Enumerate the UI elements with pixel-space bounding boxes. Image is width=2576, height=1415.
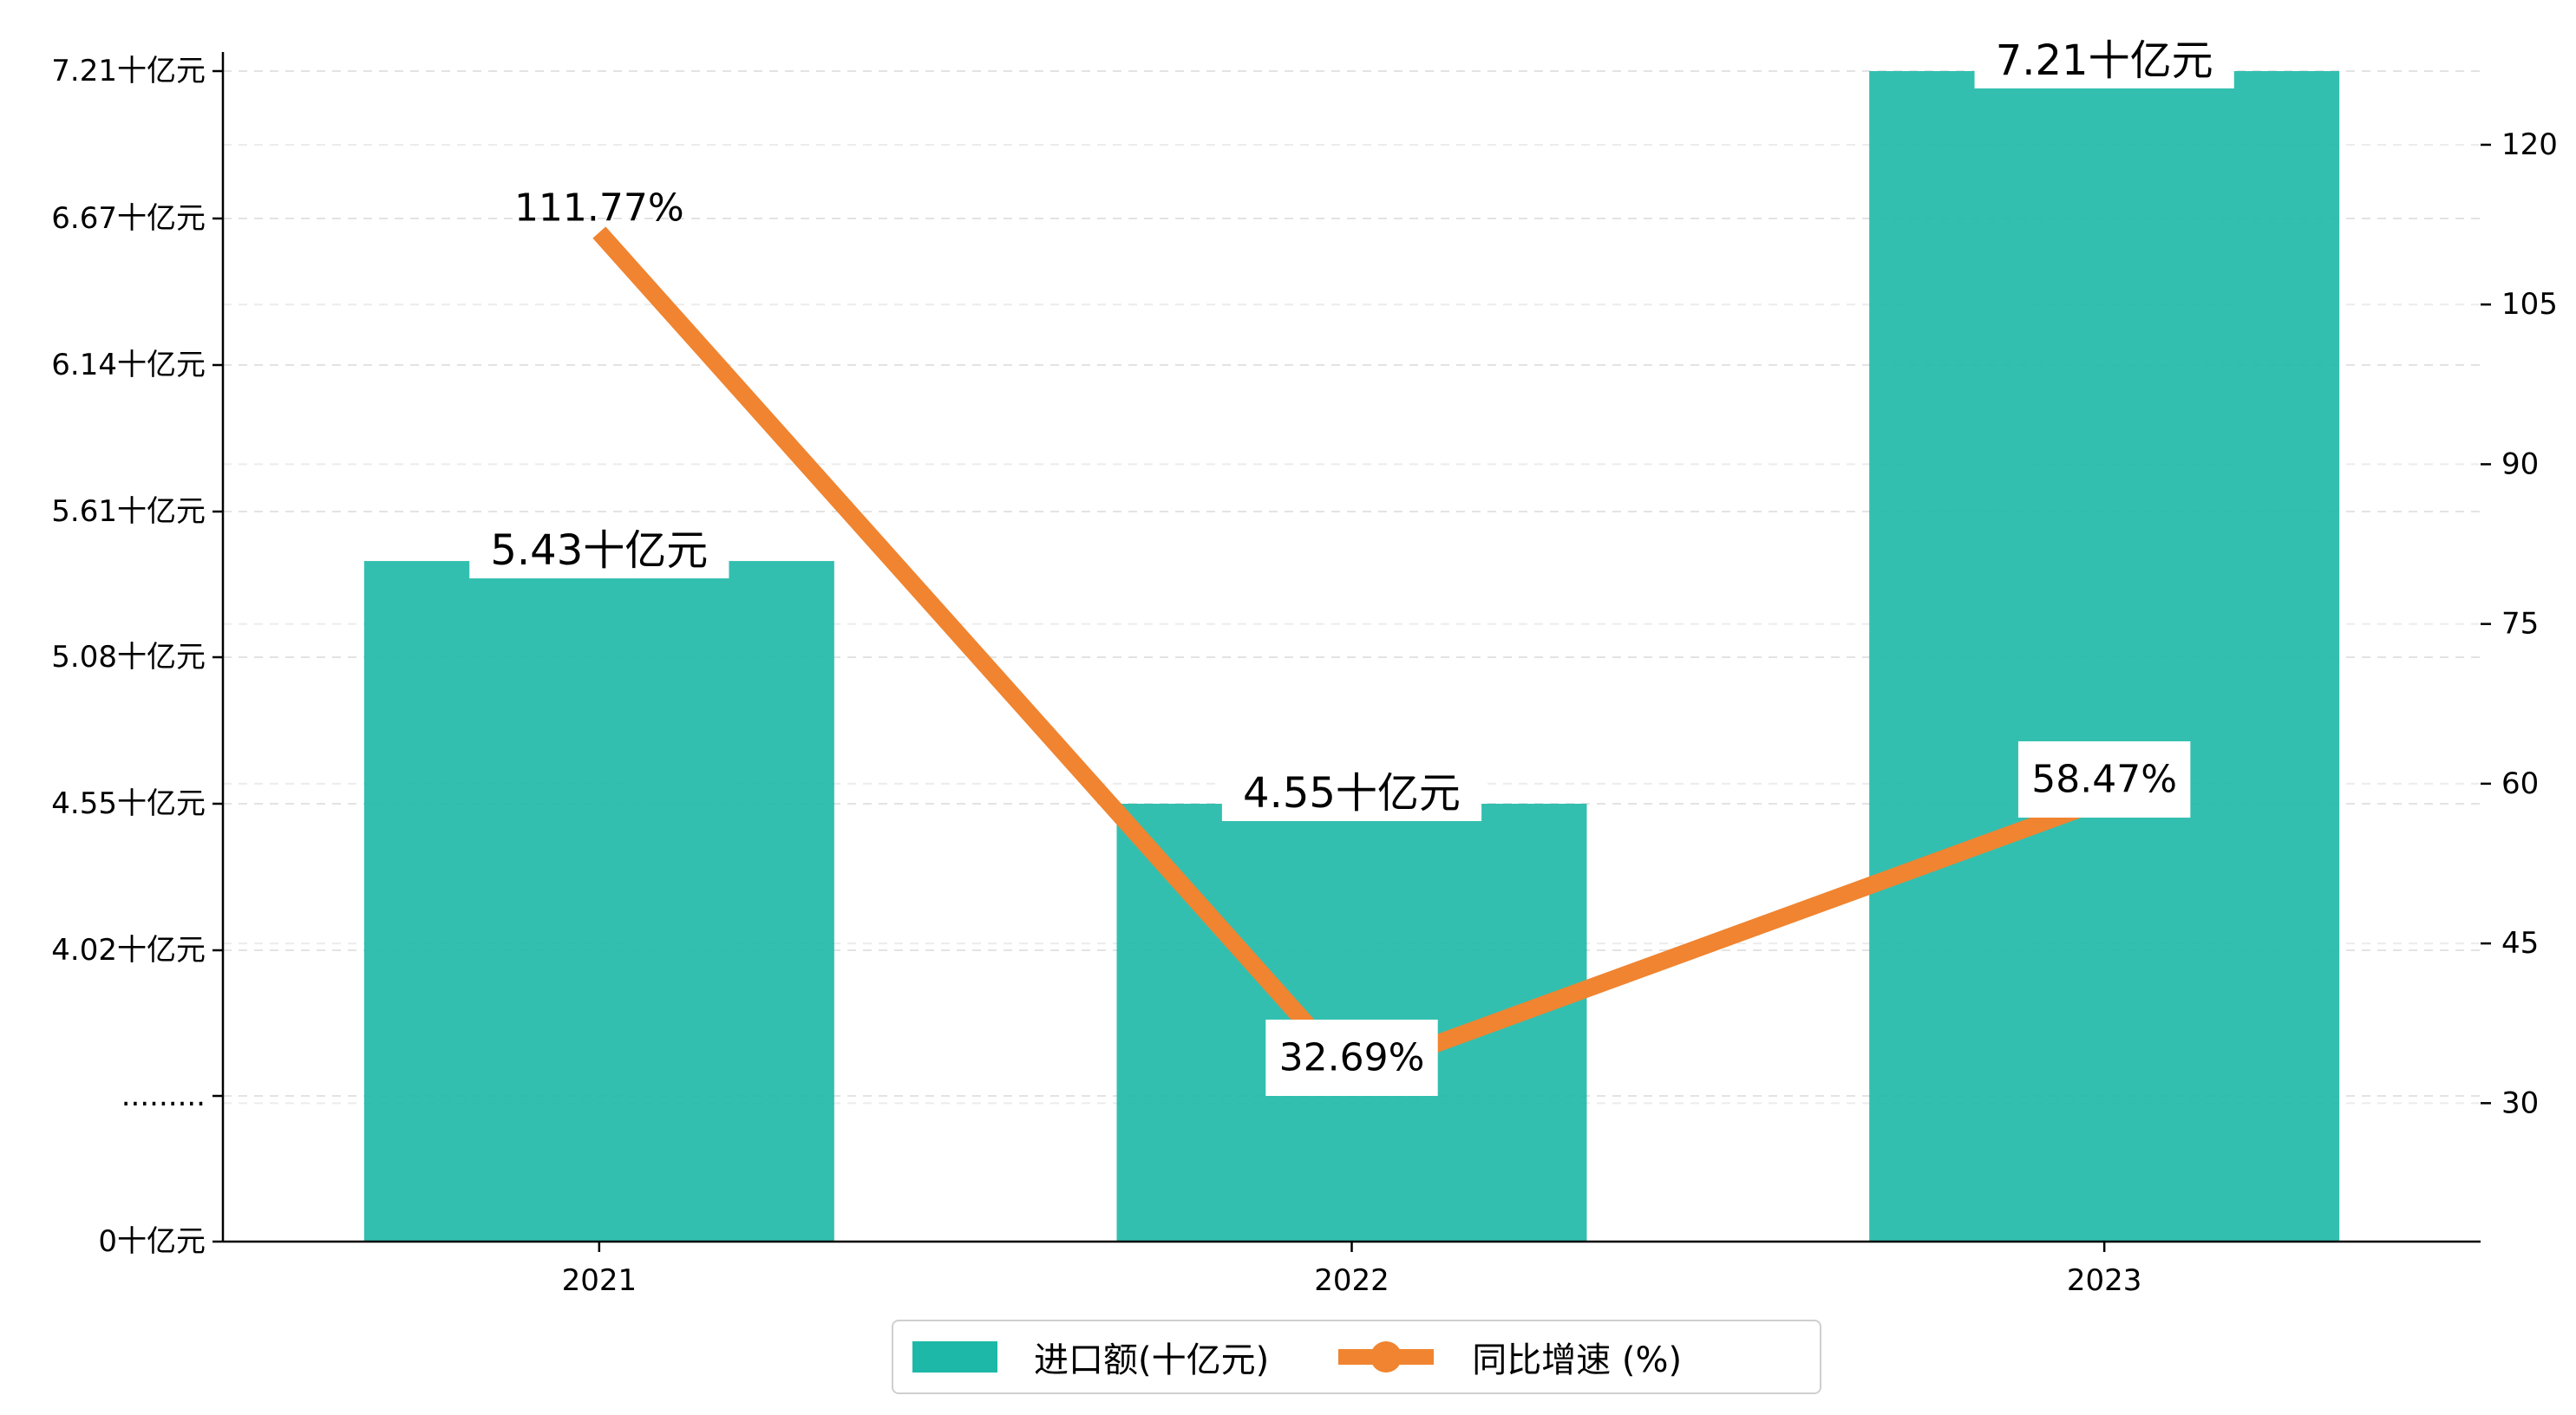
left-tick-label: 6.67十亿元 [51, 201, 206, 236]
bar-label-2022-box [1221, 766, 1482, 821]
legend-label-bar: 进口额(十亿元) [1034, 1340, 1270, 1380]
legend-swatch-bar [912, 1341, 997, 1373]
x-tick-label: 2023 [2067, 1263, 2142, 1298]
bar-label-2021: 5.43十亿元 [490, 526, 708, 575]
right-tick-label: 30 [2501, 1086, 2539, 1120]
right-tick-label: 75 [2501, 607, 2539, 642]
line-label-2021-group: 111.77% [514, 186, 684, 231]
bar-2023 [1869, 71, 2340, 1242]
right-tick-label: 90 [2501, 447, 2539, 481]
right-tick-label: 105 [2501, 287, 2558, 322]
bar-label-2023-box [1974, 33, 2234, 88]
legend-swatch-line-marker [1370, 1341, 1402, 1373]
left-tick-label: 0十亿元 [98, 1224, 206, 1259]
bar-label-2023: 7.21十亿元 [1996, 36, 2213, 85]
bar-label-2022: 4.55十亿元 [1243, 769, 1461, 818]
legend: 进口额(十亿元) 同比增速 (%) [892, 1320, 1821, 1394]
x-tick-label: 2022 [1314, 1263, 1389, 1298]
right-tick-label: 45 [2501, 926, 2539, 961]
bar-label-2021-box [469, 523, 729, 579]
left-tick-label: 5.08十亿元 [51, 640, 206, 675]
left-tick-label: 7.21十亿元 [51, 54, 206, 88]
line-label-2022-box [1265, 1020, 1438, 1096]
left-tick-label: ......... [121, 1079, 206, 1113]
line-label-2022-group: 32.69% [1265, 1020, 1438, 1096]
left-tick-label: 4.55十亿元 [51, 786, 206, 821]
legend-item-bar: 进口额(十亿元) [893, 1332, 1269, 1382]
left-tick-label: 5.61十亿元 [51, 494, 206, 529]
bar-label-2023-group: 7.21十亿元 [1974, 33, 2234, 88]
line-label-2023-group: 58.47% [2017, 741, 2191, 818]
line-label-2021: 111.77% [514, 186, 684, 231]
left-tick-label: 6.14十亿元 [51, 348, 206, 382]
left-tick-label: 4.02十亿元 [51, 933, 206, 968]
bar-label-2021-group: 5.43十亿元 [469, 523, 729, 579]
line-label-2023: 58.47% [2031, 758, 2177, 802]
x-tick-label: 2021 [562, 1263, 637, 1298]
bar-series [363, 71, 2340, 1242]
axes: 0十亿元......... 4.02十亿元 4.55十亿元 5.08十亿元 5.61十亿… [51, 52, 2558, 1298]
legend-swatch-line [1338, 1341, 1435, 1373]
right-tick-label: 60 [2501, 766, 2539, 801]
bar-2021 [363, 561, 834, 1242]
legend-item-line: 同比增速 (%) [1269, 1332, 1682, 1382]
line-label-2023-box [2017, 741, 2191, 818]
line-label-2022: 32.69% [1279, 1036, 1425, 1080]
right-tick-label: 120 [2501, 127, 2558, 162]
data-labels: 5.43十亿元 4.55十亿元 7.21十亿元 111.77% 32.69% 58.47% [469, 33, 2234, 1096]
legend-label-line: 同比增速 (%) [1472, 1340, 1683, 1380]
bar-label-2022-group: 4.55十亿元 [1221, 766, 1482, 821]
